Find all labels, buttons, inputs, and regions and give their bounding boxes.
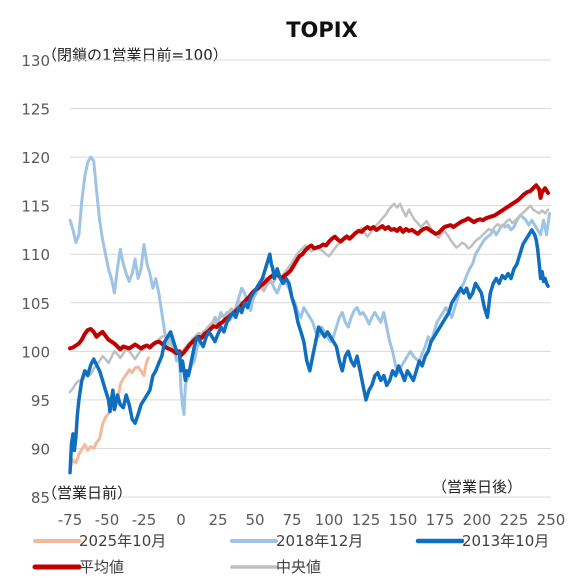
x-note-after: （営業日後） — [432, 478, 522, 496]
x-tick-label: 100 — [315, 511, 344, 529]
y-tick-label: 110 — [21, 246, 50, 264]
x-tick-label: 25 — [208, 511, 227, 529]
y-tick-label: 120 — [21, 149, 50, 167]
y-tick-label: 130 — [21, 52, 50, 70]
x-tick-label: -75 — [58, 511, 83, 529]
y-tick-label: 100 — [21, 343, 50, 361]
y-tick-label: 95 — [31, 392, 50, 410]
y-tick-label: 125 — [21, 101, 50, 119]
legend-label: 2025年10月 — [79, 532, 166, 550]
x-tick-label: 175 — [426, 511, 455, 529]
y-tick-label: 115 — [21, 198, 50, 216]
series-line-3 — [68, 183, 550, 358]
legend-label: 2013年10月 — [462, 532, 549, 550]
series-lines — [68, 155, 551, 475]
x-tick-label: -25 — [132, 511, 157, 529]
chart-title: TOPIX — [286, 18, 358, 42]
y-tick-label: 105 — [21, 295, 50, 313]
x-tick-label: 250 — [537, 511, 566, 529]
x-tick-label: 150 — [389, 511, 418, 529]
x-tick-label: -50 — [95, 511, 120, 529]
gridlines — [70, 59, 551, 498]
x-tick-label: 125 — [352, 511, 381, 529]
x-tick-label: 200 — [463, 511, 492, 529]
y-tick-label: 90 — [31, 440, 50, 458]
x-tick-label: 0 — [176, 511, 186, 529]
legend-label: 平均値 — [79, 558, 124, 576]
series-line-1 — [68, 155, 551, 416]
x-tick-label: 50 — [245, 511, 264, 529]
x-axis-ticks: -75 -50 -25 0 25 50 75 100 125 150 175 200 225 250 — [58, 511, 566, 529]
series-line-2 — [68, 228, 550, 475]
x-note-before: （営業日前） — [42, 484, 132, 502]
y-tick-label: 85 — [31, 489, 50, 507]
x-tick-label: 75 — [282, 511, 301, 529]
legend-label: 中央値 — [276, 558, 321, 576]
y-unit-note: （閉鎖の1営業日前=100） — [42, 46, 228, 64]
legend-label: 2018年12月 — [276, 532, 363, 550]
y-axis-ticks: 85 90 95 100 105 110 115 120 125 130 — [21, 52, 50, 507]
x-tick-label: 225 — [500, 511, 529, 529]
